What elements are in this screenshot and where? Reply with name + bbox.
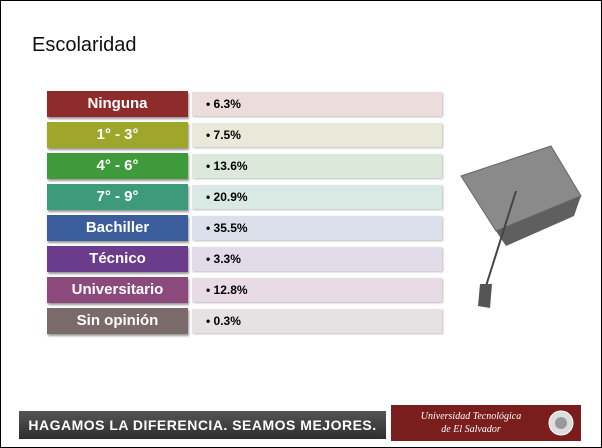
- logo-line: Universidad Tecnológica: [420, 411, 522, 422]
- row-label: 7° - 9°: [47, 184, 188, 210]
- row-value: 20.9%: [192, 185, 442, 209]
- slide-title: Escolaridad: [32, 34, 137, 56]
- graduation-cap: [460, 145, 582, 308]
- university-logo: Universidad Tecnológica de El Salvador: [391, 405, 581, 441]
- row-value: 7.5%: [192, 123, 442, 147]
- row-label: Ninguna: [47, 91, 188, 117]
- row-label: Universitario: [47, 277, 188, 303]
- row: 4° - 6°13.6%: [47, 153, 443, 179]
- row-label: 1° - 3°: [47, 122, 188, 148]
- row-label: Técnico: [47, 246, 188, 272]
- row-label: Sin opinión: [47, 308, 188, 334]
- logo-seal: [548, 410, 574, 436]
- row-value: 3.3%: [192, 247, 442, 271]
- row-value: 0.3%: [192, 309, 442, 333]
- row: 7° - 9°20.9%: [47, 184, 443, 210]
- row-value: 12.8%: [192, 278, 442, 302]
- row: Ninguna6.3%: [47, 91, 443, 117]
- slogan-banner: HAGAMOS LA DIFERENCIA. SEAMOS MEJORES.: [19, 411, 386, 439]
- logo-line: de El Salvador: [441, 424, 501, 435]
- row: Universitario12.8%: [47, 277, 443, 303]
- row: Bachiller35.5%: [47, 215, 443, 241]
- row: Sin opinión0.3%: [47, 308, 443, 334]
- row-label: Bachiller: [47, 215, 188, 241]
- row-label: 4° - 6°: [47, 153, 188, 179]
- row: Técnico3.3%: [47, 246, 443, 272]
- row-value: 6.3%: [192, 92, 442, 116]
- row: 1° - 3°7.5%: [47, 122, 443, 148]
- row-value: 13.6%: [192, 154, 442, 178]
- row-value: 35.5%: [192, 216, 442, 240]
